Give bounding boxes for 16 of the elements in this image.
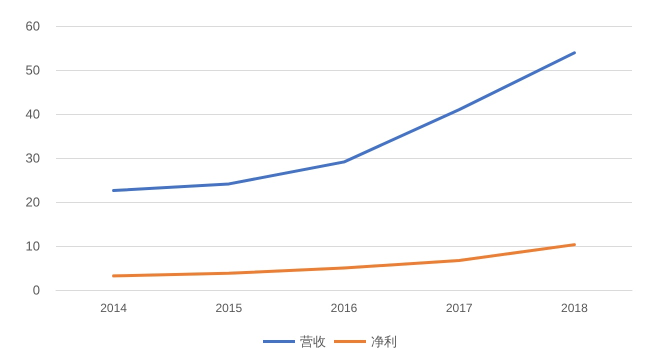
legend-label: 净利 <box>371 334 397 349</box>
y-tick-label: 0 <box>32 282 40 298</box>
x-tick-label: 2015 <box>215 301 242 315</box>
y-tick-label: 60 <box>26 18 40 34</box>
legend-label: 营收 <box>300 334 326 349</box>
x-tick-label: 2018 <box>561 301 588 315</box>
x-tick-label: 2016 <box>330 301 358 315</box>
line-series <box>112 51 576 192</box>
line-series <box>112 243 576 278</box>
y-tick-label: 10 <box>26 238 40 254</box>
x-tick-label: 2017 <box>446 301 473 315</box>
x-tick-label: 2014 <box>100 301 128 315</box>
y-tick-label: 50 <box>26 62 40 78</box>
y-tick-label: 30 <box>26 150 40 166</box>
y-tick-label: 40 <box>26 106 40 122</box>
y-tick-label: 20 <box>26 194 40 210</box>
